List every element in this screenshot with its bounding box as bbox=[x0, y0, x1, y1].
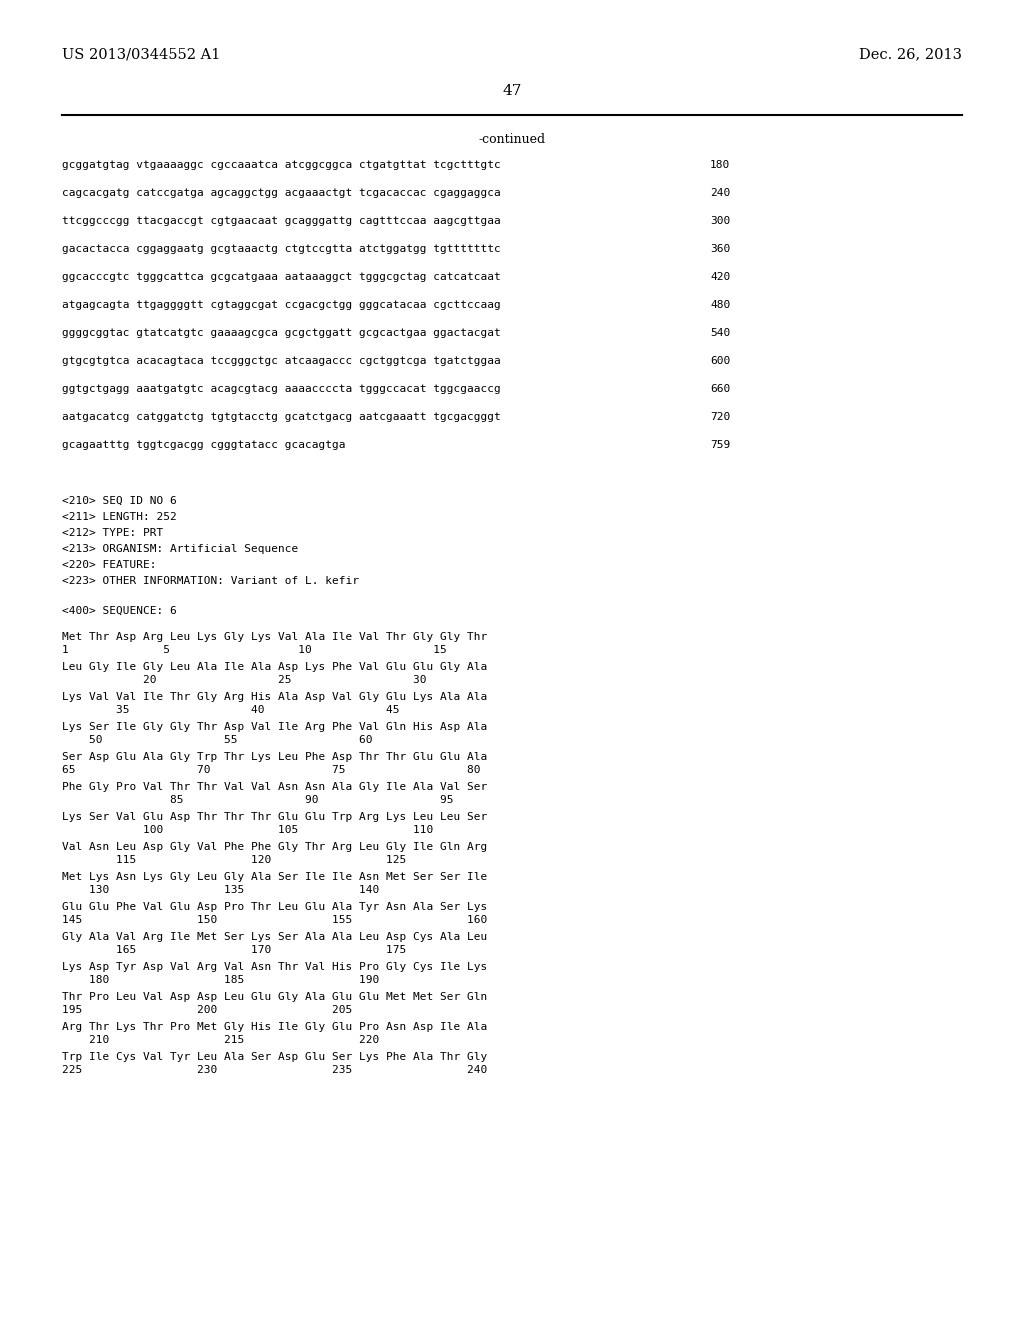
Text: 65                  70                  75                  80: 65 70 75 80 bbox=[62, 766, 480, 775]
Text: aatgacatcg catggatctg tgtgtacctg gcatctgacg aatcgaaatt tgcgacgggt: aatgacatcg catggatctg tgtgtacctg gcatctg… bbox=[62, 412, 501, 422]
Text: gacactacca cggaggaatg gcgtaaactg ctgtccgtta atctggatgg tgtttttttc: gacactacca cggaggaatg gcgtaaactg ctgtccg… bbox=[62, 244, 501, 253]
Text: Leu Gly Ile Gly Leu Ala Ile Ala Asp Lys Phe Val Glu Glu Gly Ala: Leu Gly Ile Gly Leu Ala Ile Ala Asp Lys … bbox=[62, 663, 487, 672]
Text: ggtgctgagg aaatgatgtc acagcgtacg aaaaccccta tgggccacat tggcgaaccg: ggtgctgagg aaatgatgtc acagcgtacg aaaaccc… bbox=[62, 384, 501, 393]
Text: Phe Gly Pro Val Thr Thr Val Val Asn Asn Ala Gly Ile Ala Val Ser: Phe Gly Pro Val Thr Thr Val Val Asn Asn … bbox=[62, 781, 487, 792]
Text: 540: 540 bbox=[710, 327, 730, 338]
Text: Met Thr Asp Arg Leu Lys Gly Lys Val Ala Ile Val Thr Gly Gly Thr: Met Thr Asp Arg Leu Lys Gly Lys Val Ala … bbox=[62, 632, 487, 642]
Text: 1              5                   10                  15: 1 5 10 15 bbox=[62, 645, 446, 655]
Text: ttcggcccgg ttacgaccgt cgtgaacaat gcagggattg cagtttccaa aagcgttgaa: ttcggcccgg ttacgaccgt cgtgaacaat gcaggga… bbox=[62, 216, 501, 226]
Text: <210> SEQ ID NO 6: <210> SEQ ID NO 6 bbox=[62, 496, 177, 506]
Text: 85                  90                  95: 85 90 95 bbox=[62, 795, 454, 805]
Text: 50                  55                  60: 50 55 60 bbox=[62, 735, 373, 744]
Text: ggcacccgtc tgggcattca gcgcatgaaa aataaaggct tgggcgctag catcatcaat: ggcacccgtc tgggcattca gcgcatgaaa aataaag… bbox=[62, 272, 501, 282]
Text: 759: 759 bbox=[710, 440, 730, 450]
Text: US 2013/0344552 A1: US 2013/0344552 A1 bbox=[62, 48, 220, 61]
Text: Lys Ser Ile Gly Gly Thr Asp Val Ile Arg Phe Val Gln His Asp Ala: Lys Ser Ile Gly Gly Thr Asp Val Ile Arg … bbox=[62, 722, 487, 733]
Text: 180                 185                 190: 180 185 190 bbox=[62, 975, 379, 985]
Text: 130                 135                 140: 130 135 140 bbox=[62, 884, 379, 895]
Text: Met Lys Asn Lys Gly Leu Gly Ala Ser Ile Ile Asn Met Ser Ser Ile: Met Lys Asn Lys Gly Leu Gly Ala Ser Ile … bbox=[62, 873, 487, 882]
Text: cagcacgatg catccgatga agcaggctgg acgaaactgt tcgacaccac cgaggaggca: cagcacgatg catccgatga agcaggctgg acgaaac… bbox=[62, 187, 501, 198]
Text: 115                 120                 125: 115 120 125 bbox=[62, 855, 407, 865]
Text: <213> ORGANISM: Artificial Sequence: <213> ORGANISM: Artificial Sequence bbox=[62, 544, 298, 554]
Text: <223> OTHER INFORMATION: Variant of L. kefir: <223> OTHER INFORMATION: Variant of L. k… bbox=[62, 576, 359, 586]
Text: <400> SEQUENCE: 6: <400> SEQUENCE: 6 bbox=[62, 606, 177, 616]
Text: 360: 360 bbox=[710, 244, 730, 253]
Text: 145                 150                 155                 160: 145 150 155 160 bbox=[62, 915, 487, 925]
Text: gtgcgtgtca acacagtaca tccgggctgc atcaagaccc cgctggtcga tgatctggaa: gtgcgtgtca acacagtaca tccgggctgc atcaaga… bbox=[62, 356, 501, 366]
Text: 420: 420 bbox=[710, 272, 730, 282]
Text: 35                  40                  45: 35 40 45 bbox=[62, 705, 399, 715]
Text: gcagaatttg tggtcgacgg cgggtatacc gcacagtga: gcagaatttg tggtcgacgg cgggtatacc gcacagt… bbox=[62, 440, 345, 450]
Text: 100                 105                 110: 100 105 110 bbox=[62, 825, 433, 836]
Text: ggggcggtac gtatcatgtc gaaaagcgca gcgctggatt gcgcactgaa ggactacgat: ggggcggtac gtatcatgtc gaaaagcgca gcgctgg… bbox=[62, 327, 501, 338]
Text: Dec. 26, 2013: Dec. 26, 2013 bbox=[859, 48, 962, 61]
Text: Ser Asp Glu Ala Gly Trp Thr Lys Leu Phe Asp Thr Thr Glu Glu Ala: Ser Asp Glu Ala Gly Trp Thr Lys Leu Phe … bbox=[62, 752, 487, 762]
Text: Trp Ile Cys Val Tyr Leu Ala Ser Asp Glu Ser Lys Phe Ala Thr Gly: Trp Ile Cys Val Tyr Leu Ala Ser Asp Glu … bbox=[62, 1052, 487, 1063]
Text: 480: 480 bbox=[710, 300, 730, 310]
Text: Lys Val Val Ile Thr Gly Arg His Ala Asp Val Gly Glu Lys Ala Ala: Lys Val Val Ile Thr Gly Arg His Ala Asp … bbox=[62, 692, 487, 702]
Text: Thr Pro Leu Val Asp Asp Leu Glu Gly Ala Glu Glu Met Met Ser Gln: Thr Pro Leu Val Asp Asp Leu Glu Gly Ala … bbox=[62, 993, 487, 1002]
Text: Arg Thr Lys Thr Pro Met Gly His Ile Gly Glu Pro Asn Asp Ile Ala: Arg Thr Lys Thr Pro Met Gly His Ile Gly … bbox=[62, 1022, 487, 1032]
Text: 210                 215                 220: 210 215 220 bbox=[62, 1035, 379, 1045]
Text: 20                  25                  30: 20 25 30 bbox=[62, 675, 427, 685]
Text: 600: 600 bbox=[710, 356, 730, 366]
Text: Lys Ser Val Glu Asp Thr Thr Thr Glu Glu Trp Arg Lys Leu Leu Ser: Lys Ser Val Glu Asp Thr Thr Thr Glu Glu … bbox=[62, 812, 487, 822]
Text: <212> TYPE: PRT: <212> TYPE: PRT bbox=[62, 528, 163, 539]
Text: <211> LENGTH: 252: <211> LENGTH: 252 bbox=[62, 512, 177, 521]
Text: gcggatgtag vtgaaaaggc cgccaaatca atcggcggca ctgatgttat tcgctttgtc: gcggatgtag vtgaaaaggc cgccaaatca atcggcg… bbox=[62, 160, 501, 170]
Text: Glu Glu Phe Val Glu Asp Pro Thr Leu Glu Ala Tyr Asn Ala Ser Lys: Glu Glu Phe Val Glu Asp Pro Thr Leu Glu … bbox=[62, 902, 487, 912]
Text: 240: 240 bbox=[710, 187, 730, 198]
Text: 47: 47 bbox=[503, 84, 521, 98]
Text: 300: 300 bbox=[710, 216, 730, 226]
Text: Val Asn Leu Asp Gly Val Phe Phe Gly Thr Arg Leu Gly Ile Gln Arg: Val Asn Leu Asp Gly Val Phe Phe Gly Thr … bbox=[62, 842, 487, 851]
Text: Gly Ala Val Arg Ile Met Ser Lys Ser Ala Ala Leu Asp Cys Ala Leu: Gly Ala Val Arg Ile Met Ser Lys Ser Ala … bbox=[62, 932, 487, 942]
Text: <220> FEATURE:: <220> FEATURE: bbox=[62, 560, 157, 570]
Text: 225                 230                 235                 240: 225 230 235 240 bbox=[62, 1065, 487, 1074]
Text: 195                 200                 205: 195 200 205 bbox=[62, 1005, 352, 1015]
Text: 720: 720 bbox=[710, 412, 730, 422]
Text: atgagcagta ttgaggggtt cgtaggcgat ccgacgctgg gggcatacaa cgcttccaag: atgagcagta ttgaggggtt cgtaggcgat ccgacgc… bbox=[62, 300, 501, 310]
Text: 660: 660 bbox=[710, 384, 730, 393]
Text: Lys Asp Tyr Asp Val Arg Val Asn Thr Val His Pro Gly Cys Ile Lys: Lys Asp Tyr Asp Val Arg Val Asn Thr Val … bbox=[62, 962, 487, 972]
Text: -continued: -continued bbox=[478, 133, 546, 147]
Text: 180: 180 bbox=[710, 160, 730, 170]
Text: 165                 170                 175: 165 170 175 bbox=[62, 945, 407, 954]
